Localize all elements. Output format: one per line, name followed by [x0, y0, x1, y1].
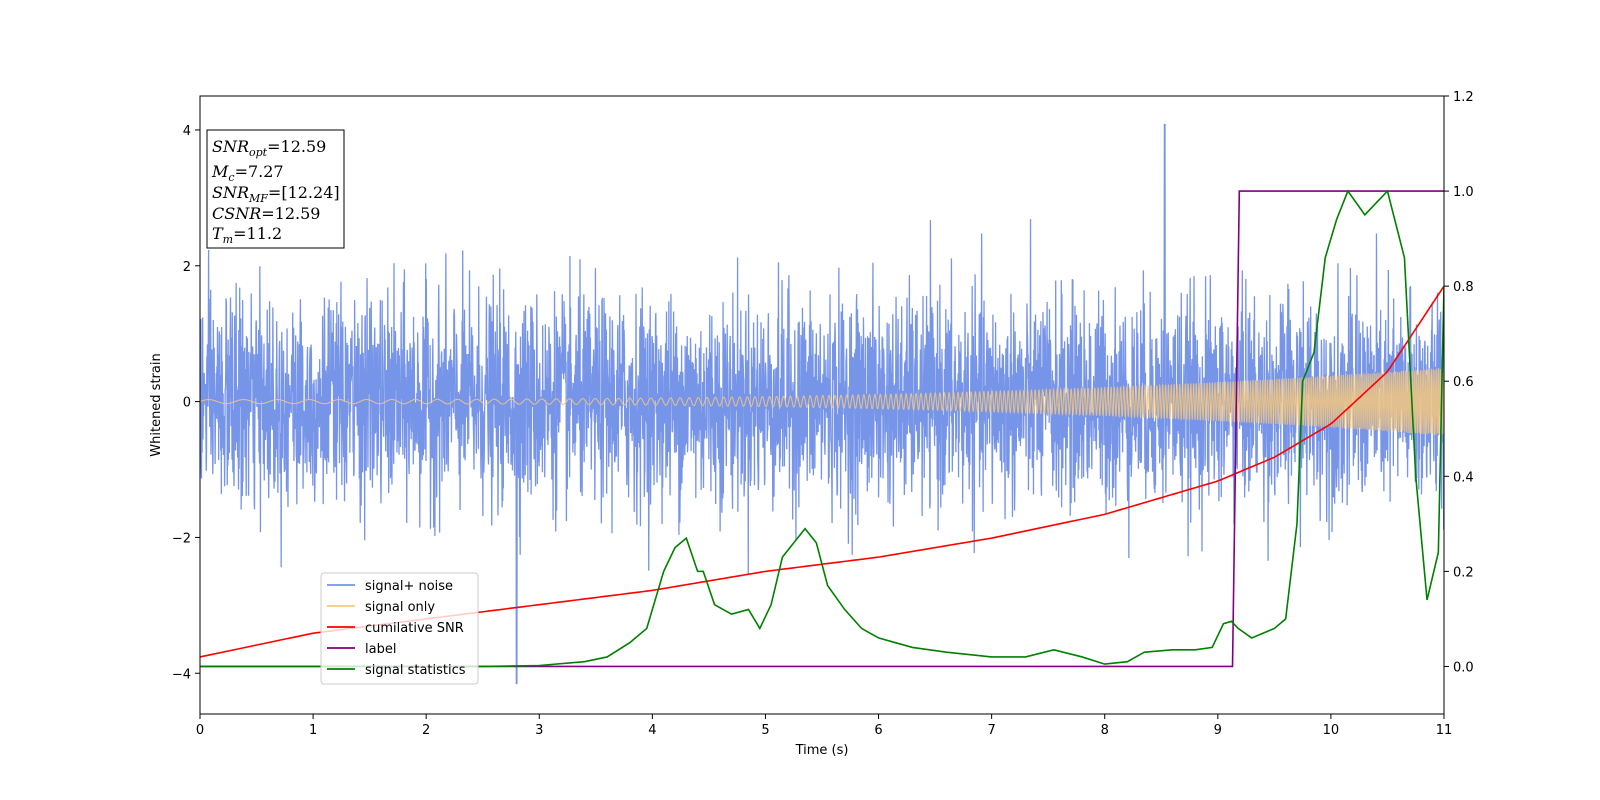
axes: 0 1 2 3 4 5 6 7 8 9 10 11 −4 −2 0 2 4 0.0 0.2 0.4 0.6 0.8 1.0 1…: [172, 90, 1474, 738]
annotation-line: SNRopt=12.59: [212, 137, 326, 159]
annotation-symbol: T: [212, 224, 224, 243]
series-label: [200, 190, 1444, 668]
x-tick-label: 5: [761, 723, 769, 738]
annotation-subscript: c: [228, 171, 234, 184]
annotation-value: =11.2: [233, 224, 282, 243]
x-tick-label: 9: [1214, 723, 1222, 738]
annotation-value: =[12.24]: [268, 183, 340, 202]
x-tick-label: 10: [1323, 723, 1340, 738]
annotation-value: =7.27: [235, 162, 284, 181]
annotation-symbol: SNR: [212, 183, 249, 202]
x-tick-label: 3: [535, 723, 543, 738]
y-tick-label: 0: [183, 396, 191, 411]
series-signal-noise: [200, 123, 1444, 685]
annotation-subscript: opt: [249, 146, 268, 159]
x-tick-label: 7: [987, 723, 995, 738]
annotation-symbol: CSNR: [212, 204, 261, 223]
x-tick-label: 4: [648, 723, 656, 738]
annotation-symbol: M: [211, 162, 229, 181]
x-tick-label: 6: [874, 723, 882, 738]
legend: signal+ noise signal only cumilative SNR la…: [320, 572, 479, 685]
y2-tick-label: 0.0: [1453, 660, 1474, 675]
y2-tick-label: 1.0: [1453, 185, 1474, 200]
annotation-line: Mc=7.27: [211, 162, 284, 184]
x-tick-label: 8: [1101, 723, 1109, 738]
y2-tick-label: 1.2: [1453, 90, 1474, 105]
annotation-value: =12.59: [267, 137, 326, 156]
plot-frame: [199, 95, 1445, 715]
y-axis-label: Whitened strain: [149, 353, 164, 456]
annotation-symbol: SNR: [212, 137, 249, 156]
annotation-subscript: MF: [248, 192, 268, 205]
x-axis-label: Time (s): [795, 743, 849, 758]
y2-tick-label: 0.8: [1453, 280, 1474, 295]
annotation-box: [206, 129, 345, 249]
annotation-line: Tm=11.2: [212, 224, 282, 246]
y2-tick-label: 0.4: [1453, 470, 1474, 485]
y-tick-label: −2: [172, 531, 191, 546]
y-tick-label: 4: [183, 124, 191, 139]
y2-tick-label: 0.6: [1453, 375, 1474, 390]
legend-box: [320, 572, 479, 685]
x-tick-label: 0: [196, 723, 204, 738]
x-tick-label: 1: [309, 723, 317, 738]
y2-tick-label: 0.2: [1453, 565, 1474, 580]
annotation-value: =12.59: [261, 204, 320, 223]
x-tick-label: 11: [1436, 723, 1453, 738]
legend-entry: signal only: [365, 600, 435, 615]
legend-entry: cumilative SNR: [365, 621, 464, 636]
y-tick-label: 2: [183, 260, 191, 275]
annotation-line: SNRMF=[12.24]: [212, 183, 340, 205]
legend-entry: signal statistics: [365, 663, 466, 678]
x-tick-label: 2: [422, 723, 430, 738]
stats-annotation: SNRopt=12.59Mc=7.27SNRMF=[12.24]CSNR=12.…: [206, 129, 345, 249]
legend-entry: signal+ noise: [365, 579, 453, 594]
annotation-subscript: m: [223, 233, 233, 246]
legend-entry: label: [365, 642, 396, 657]
series-signal-statistics: [200, 189, 1444, 668]
y-tick-label: −4: [172, 667, 191, 682]
annotation-line: CSNR=12.59: [212, 204, 320, 223]
